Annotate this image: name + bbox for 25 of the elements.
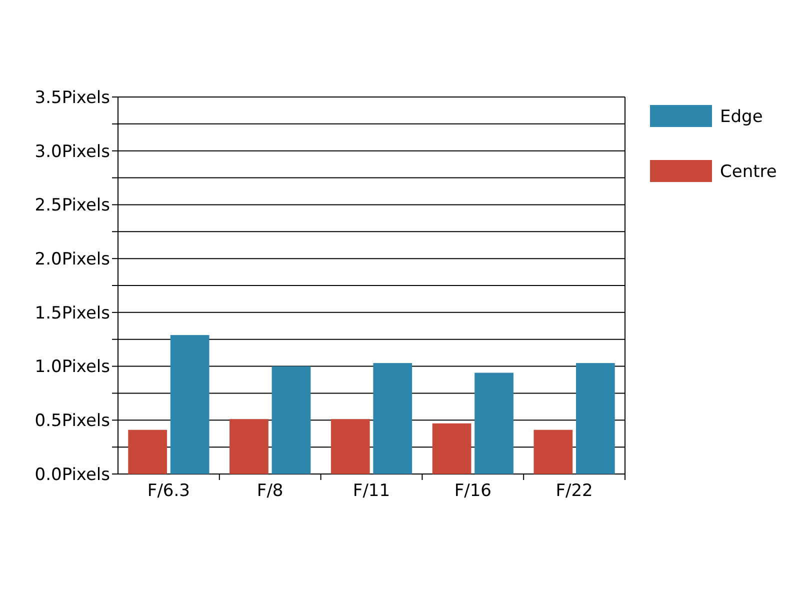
bar xyxy=(576,363,615,474)
x-tick-label: F/22 xyxy=(556,481,593,501)
y-tick-label: 3.0Pixels xyxy=(34,142,110,162)
y-tick-label: 0.5Pixels xyxy=(34,411,110,432)
y-tick-label: 3.5Pixels xyxy=(34,88,110,108)
x-tick-label: F/11 xyxy=(352,481,390,501)
bar xyxy=(474,372,514,474)
bar xyxy=(534,430,573,474)
bar xyxy=(170,335,210,474)
bar xyxy=(330,419,370,474)
bar xyxy=(128,430,168,474)
y-tick-label: 0.0Pixels xyxy=(34,464,110,485)
x-tick-label: F/8 xyxy=(256,481,284,501)
bar xyxy=(373,363,412,474)
y-tick-label: 2.0Pixels xyxy=(34,250,110,270)
y-tick-label: 2.5Pixels xyxy=(34,196,110,216)
x-tick-label: F/16 xyxy=(454,481,492,501)
bar xyxy=(272,366,311,474)
bar xyxy=(432,423,472,474)
bar xyxy=(230,419,268,474)
legend-label: Centre xyxy=(720,162,777,182)
y-tick-label: 1.0Pixels xyxy=(34,357,110,378)
legend-label: Edge xyxy=(720,106,763,127)
y-tick-label: 1.5Pixels xyxy=(34,303,110,324)
x-tick-label: F/6.3 xyxy=(147,481,190,501)
